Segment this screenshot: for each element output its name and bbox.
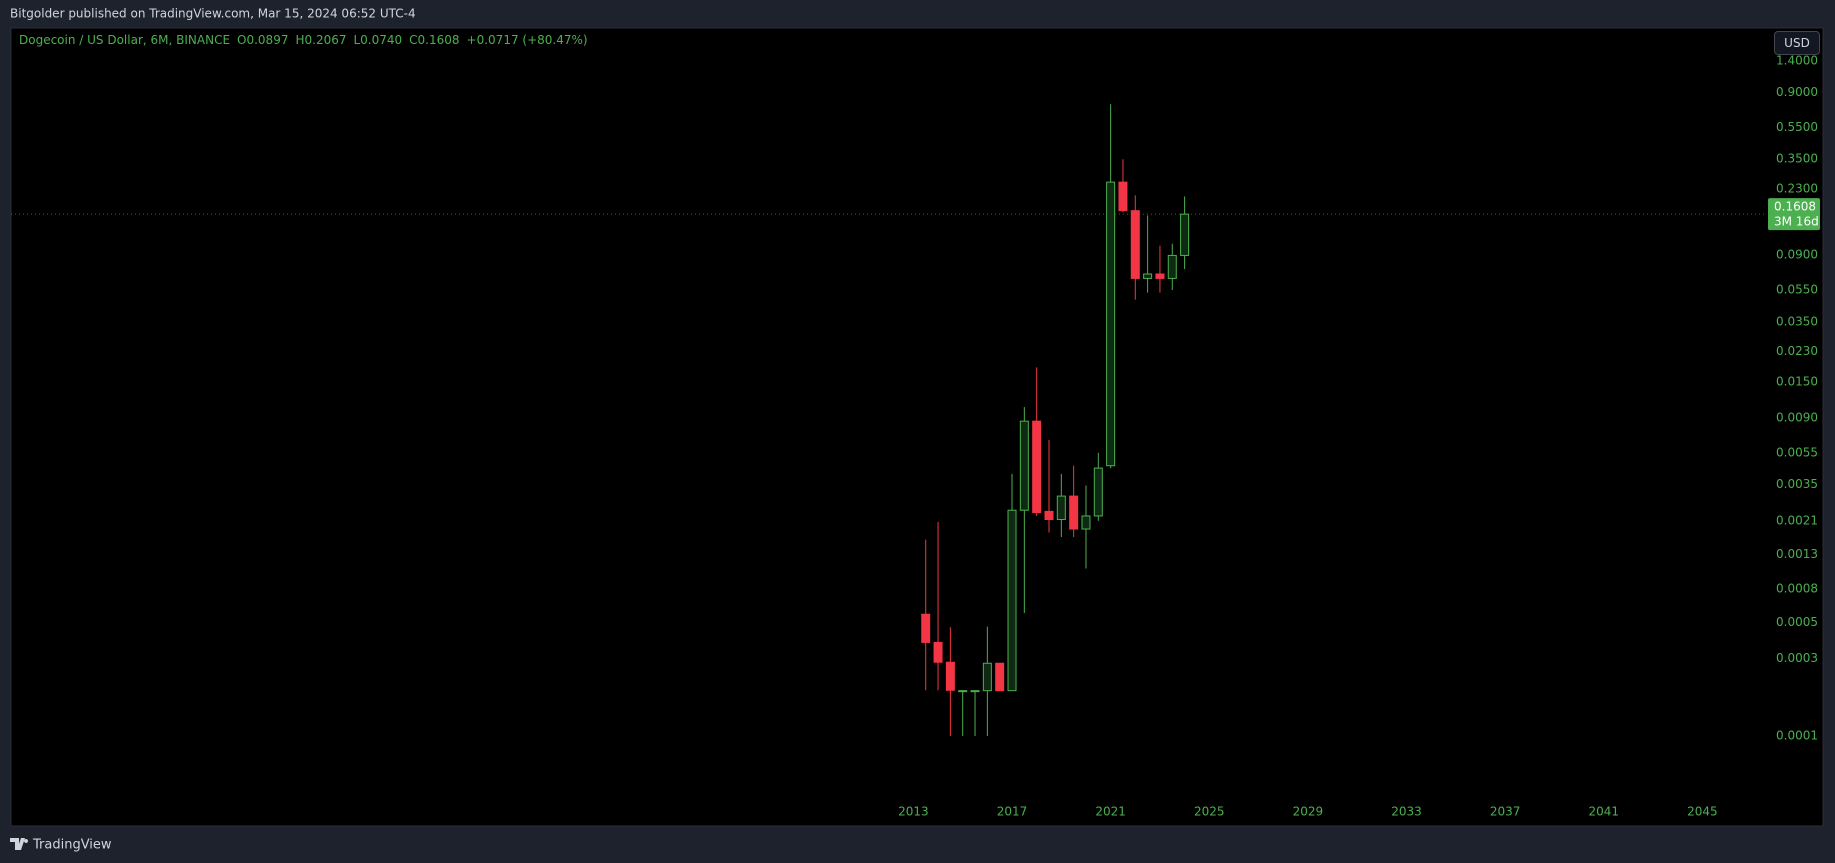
symbol: Dogecoin / US Dollar, 6M, BINANCE [19,33,231,47]
candle-body [1069,495,1079,530]
y-tick-label: 0.0230 [1776,344,1818,358]
countdown-label: 3M 16d [1774,215,1819,229]
y-tick-label: 0.0003 [1776,651,1818,665]
candle-body [1143,273,1153,279]
x-tick-label: 2013 [898,805,929,819]
y-tick-label: 0.9000 [1776,85,1818,99]
last-price-badge [1768,198,1820,231]
candle-body [1044,510,1054,520]
y-tick-label: 0.0008 [1776,582,1818,596]
candle-body [921,613,931,643]
candle-body [995,662,1005,692]
candle-body [1081,515,1091,530]
candle-body [1007,509,1017,692]
candle-body [945,661,955,691]
x-tick-label: 2041 [1588,805,1619,819]
y-tick-label: 0.0005 [1776,615,1818,629]
candle-body [1106,181,1116,467]
x-tick-label: 2033 [1391,805,1422,819]
brand: TradingView [32,838,112,853]
y-tick-label: 0.0090 [1776,410,1818,424]
published-note: Bitgolder published on TradingView.com, … [10,7,416,21]
y-tick-label: 0.0550 [1776,283,1818,297]
logo-mark [10,838,29,850]
y-tick-label: 0.0021 [1776,513,1818,527]
tradingview-logo [10,838,29,850]
high-value: H0.2067 [295,33,347,47]
symbol-legend: Dogecoin / US Dollar, 6M, BINANCE O0.089… [19,33,588,47]
y-tick-label: 0.0900 [1776,248,1818,262]
x-tick-label: 2017 [997,805,1028,819]
candle-body [970,690,980,693]
candle-body [1032,420,1042,514]
candle-body [1118,181,1128,212]
y-tick-label: 0.5500 [1776,120,1818,134]
y-tick-label: 1.4000 [1776,54,1818,68]
currency-button[interactable]: USD [1774,31,1820,55]
candle-body [958,690,968,693]
x-tick-label: 2025 [1194,805,1225,819]
x-tick-label: 2021 [1095,805,1126,819]
candle-body [1056,495,1066,520]
y-tick-label: 0.2300 [1776,181,1818,195]
y-tick-label: 0.0350 [1776,314,1818,328]
x-tick-label: 2045 [1687,805,1718,819]
candle-body [1093,467,1103,517]
candle-body [1155,273,1165,279]
y-tick-label: 0.0013 [1776,547,1818,561]
y-tick-label: 0.3500 [1776,152,1818,166]
candle-body [1167,254,1177,279]
candle-body [1130,210,1140,279]
change-value: +0.0717 (+80.47%) [466,33,588,47]
low-value: L0.0740 [353,33,403,47]
x-tick-label: 2037 [1490,805,1521,819]
y-tick-label: 0.0150 [1776,374,1818,388]
y-tick-label: 0.0055 [1776,445,1818,459]
candle-body [1180,213,1190,256]
plot-frame [10,27,1824,827]
x-tick-label: 2029 [1293,805,1324,819]
close-value: C0.1608 [409,33,460,47]
candle-body [933,641,943,663]
y-tick-label: 0.0035 [1776,477,1818,491]
y-tick-label: 0.0001 [1776,729,1818,743]
candle-body [982,662,992,692]
candle-body [1019,420,1029,511]
last-price-label: 0.1608 [1774,200,1816,214]
open-value: O0.0897 [237,33,289,47]
